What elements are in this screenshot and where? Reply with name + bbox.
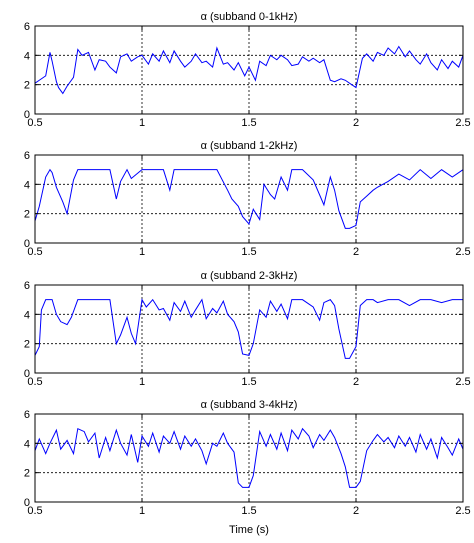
series-line xyxy=(34,168,464,229)
y-tick-label: 2 xyxy=(24,209,30,221)
y-tick-label: 4 xyxy=(24,179,30,191)
x-tick-label: 2 xyxy=(353,505,359,517)
y-tick-label: 6 xyxy=(24,280,30,292)
x-tick-label: 0.5 xyxy=(27,505,42,517)
x-tick-label: 1 xyxy=(139,505,145,517)
y-tick-label: 0 xyxy=(24,109,30,121)
x-tick-label: 1.5 xyxy=(241,246,256,258)
y-tick-label: 0 xyxy=(24,497,30,509)
x-tick-label: 1 xyxy=(139,117,145,129)
y-tick-label: 4 xyxy=(24,50,30,62)
subplot-3: α (subband 2-3kHz) 0.5 1 1.5 2 2.5 0 2 4 6 xyxy=(24,270,471,388)
x-tick-label: 0.5 xyxy=(27,117,42,129)
subplot-2: α (subband 1-2kHz) 0.5 1 1.5 2 2.5 0 2 4 6 xyxy=(24,140,471,258)
x-tick-label: 2.5 xyxy=(455,117,470,129)
x-tick-label: 0.5 xyxy=(27,246,42,258)
y-tick-label: 4 xyxy=(24,309,30,321)
y-tick-label: 6 xyxy=(24,409,30,421)
y-tick-label: 6 xyxy=(24,21,30,33)
x-tick-label: 1 xyxy=(139,246,145,258)
subplot-4: α (subband 3-4kHz) 0.5 1 1.5 2 2.5 0 2 4 6 xyxy=(24,399,471,517)
x-tick-label: 2 xyxy=(353,376,359,388)
x-tick-label: 2.5 xyxy=(455,246,470,258)
y-tick-label: 0 xyxy=(24,368,30,380)
x-tick-label: 2 xyxy=(353,117,359,129)
x-tick-label: 1.5 xyxy=(241,505,256,517)
subplot-title: α (subband 0-1kHz) xyxy=(201,11,298,23)
x-tick-label: 0.5 xyxy=(27,376,42,388)
series-line xyxy=(34,45,464,95)
subplot-title: α (subband 2-3kHz) xyxy=(201,270,298,282)
series-line xyxy=(34,427,464,488)
x-tick-label: 1.5 xyxy=(241,376,256,388)
subplot-title: α (subband 1-2kHz) xyxy=(201,140,298,152)
x-tick-label: 1.5 xyxy=(241,117,256,129)
x-tick-label: 2.5 xyxy=(455,376,470,388)
y-tick-label: 2 xyxy=(24,468,30,480)
x-axis-label: Time (s) xyxy=(229,524,269,536)
y-tick-label: 4 xyxy=(24,438,30,450)
y-tick-label: 2 xyxy=(24,80,30,92)
series-line xyxy=(34,298,463,359)
x-tick-label: 1 xyxy=(139,376,145,388)
subplot-1: α (subband 0-1kHz) 0.5 1 1.5 2 2.5 0 2 4 6 xyxy=(24,11,471,129)
x-tick-label: 2 xyxy=(353,246,359,258)
x-tick-label: 2.5 xyxy=(455,505,470,517)
subplot-title: α (subband 3-4kHz) xyxy=(201,399,298,411)
y-tick-label: 0 xyxy=(24,238,30,250)
y-tick-label: 2 xyxy=(24,339,30,351)
y-tick-label: 6 xyxy=(24,150,30,162)
